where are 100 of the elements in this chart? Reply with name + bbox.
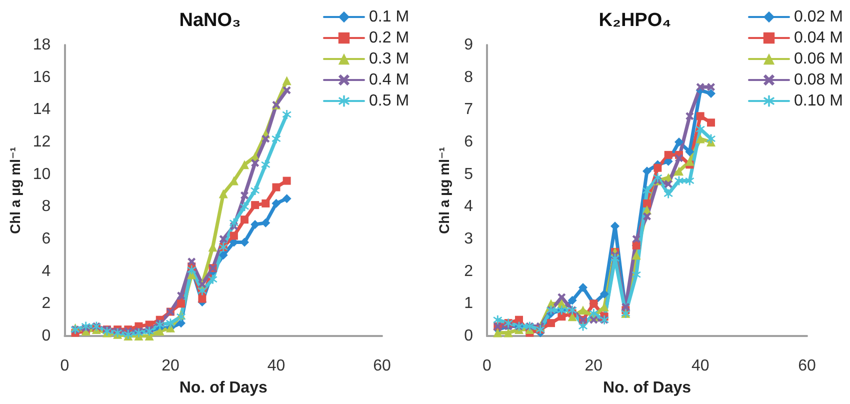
point [251,159,260,168]
y-tick-label: 2 [464,262,474,280]
point [664,180,672,188]
point [590,316,598,324]
legend-label: 0.2 M [369,30,410,46]
point [218,250,228,260]
point [558,312,566,321]
x-tick-label: 60 [798,358,816,374]
point [653,173,662,182]
point [262,199,270,208]
point [706,134,716,144]
chart-title: K₂HPO₄ [598,10,672,31]
point [610,254,620,263]
y-tick-label: 9 [464,36,474,54]
point [198,294,206,303]
y-tick-label: 5 [464,166,474,183]
point [282,194,292,204]
point [229,218,238,228]
point [578,306,588,315]
point [240,191,248,200]
point [177,292,186,300]
point [707,118,715,127]
point [643,199,651,208]
y-axis-title: Chl a µg ml⁻¹ [436,146,452,234]
point [686,112,694,120]
point [706,89,716,98]
legend-label: 0.08 M [794,72,843,88]
point [218,189,228,198]
point [547,319,555,328]
x-tick-label: 20 [584,358,603,374]
point [696,134,705,144]
point [272,198,281,208]
chart-title: NaNO₃ [179,10,241,31]
x-tick-label: 60 [373,358,391,374]
point [664,150,672,159]
y-tick-label: 0 [464,328,474,344]
point [282,76,292,86]
point [675,154,683,162]
point [632,235,640,243]
point [219,235,228,243]
legend-label: 0.3 M [369,50,410,68]
legend-label: 0.5 M [369,92,410,110]
y-axis-title: Chl a µg ml⁻¹ [7,146,23,234]
point [176,318,186,328]
point [632,270,641,280]
point [622,302,630,311]
point [240,202,249,212]
point [685,176,694,186]
point [261,218,270,228]
y-tick-label: 7 [464,101,474,118]
y-tick-label: 8 [42,198,51,216]
point [282,110,292,120]
point [696,83,704,92]
point [261,160,270,170]
x-tick-label: 0 [482,358,492,374]
legend-label: 0.06 M [794,50,843,68]
y-tick-label: 2 [42,295,51,312]
point [262,134,270,143]
y-tick-label: 1 [464,295,474,312]
y-tick-label: 4 [42,262,51,280]
x-axis-title: No. of Days [602,380,692,396]
x-axis-title: No. of Days [179,380,268,396]
point [674,176,684,186]
point [177,300,186,308]
point [188,258,196,266]
legend-label: 0.02 M [794,8,843,26]
point [578,322,588,331]
point [240,216,248,224]
point [493,328,502,338]
point [589,308,598,318]
point [654,164,662,172]
point [578,283,588,292]
point [696,112,704,120]
point [504,328,513,338]
y-tick-label: 16 [32,68,51,86]
point [208,274,218,284]
point [643,212,651,220]
point [707,83,715,92]
point [198,286,207,296]
point [642,186,652,195]
point [166,318,175,328]
point [685,156,694,166]
y-tick-label: 0 [42,328,51,344]
y-tick-label: 18 [32,36,51,54]
point [282,176,291,185]
point [493,315,502,324]
y-tick-label: 12 [32,134,51,150]
x-tick-label: 20 [162,358,180,374]
point [674,166,684,176]
y-tick-label: 6 [464,134,474,150]
y-tick-label: 4 [464,198,474,216]
legend-label: 0.04 M [794,30,843,46]
point [674,138,684,146]
y-tick-label: 6 [42,230,51,248]
point [282,86,291,94]
y-tick-label: 10 [32,166,51,183]
point [240,160,249,170]
y-tick-label: 14 [32,101,51,118]
point [272,183,280,192]
point [696,124,705,134]
